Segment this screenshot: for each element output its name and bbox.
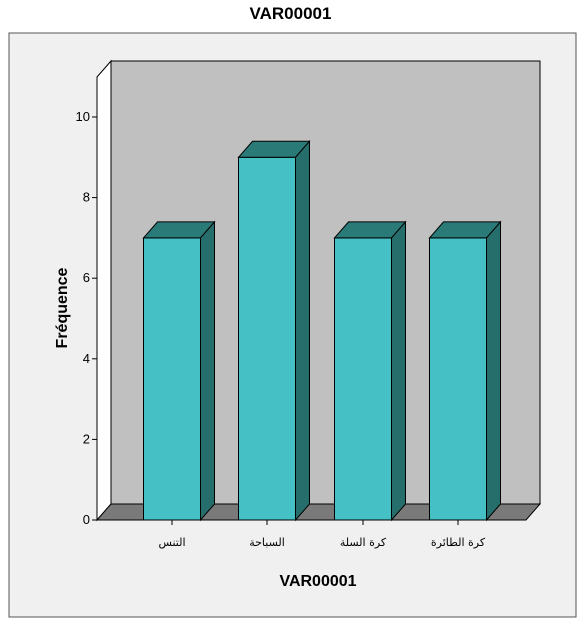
bar-side xyxy=(391,220,406,522)
bar-front xyxy=(334,237,392,521)
bar xyxy=(333,220,407,522)
y-tick-label: 8 xyxy=(83,190,90,205)
x-tick-label: كرة الطائرة xyxy=(431,536,486,549)
y-tick-label: 0 xyxy=(83,512,90,527)
bar-side xyxy=(200,220,215,522)
bar-front xyxy=(238,156,296,521)
bar-front xyxy=(429,237,487,521)
y-tick-label: 6 xyxy=(83,270,90,285)
x-tick-label: التنس xyxy=(158,536,185,549)
bar-front xyxy=(143,237,201,521)
y-tick-label: 10 xyxy=(76,109,90,124)
y-tick-label: 2 xyxy=(83,431,90,446)
x-axis-label: VAR00001 xyxy=(279,573,356,590)
bar xyxy=(428,220,502,522)
plot-left-wall xyxy=(96,59,112,522)
bar xyxy=(237,139,311,522)
x-tick-label: كرة السلة xyxy=(340,536,387,549)
chart-title: VAR00001 xyxy=(249,4,332,23)
bar-side xyxy=(295,139,310,522)
x-tick-label: السباحة xyxy=(249,536,285,549)
bar-side xyxy=(486,220,501,522)
y-axis-label: Fréquence xyxy=(54,267,71,348)
bar xyxy=(142,220,216,522)
y-tick-label: 4 xyxy=(83,351,90,366)
